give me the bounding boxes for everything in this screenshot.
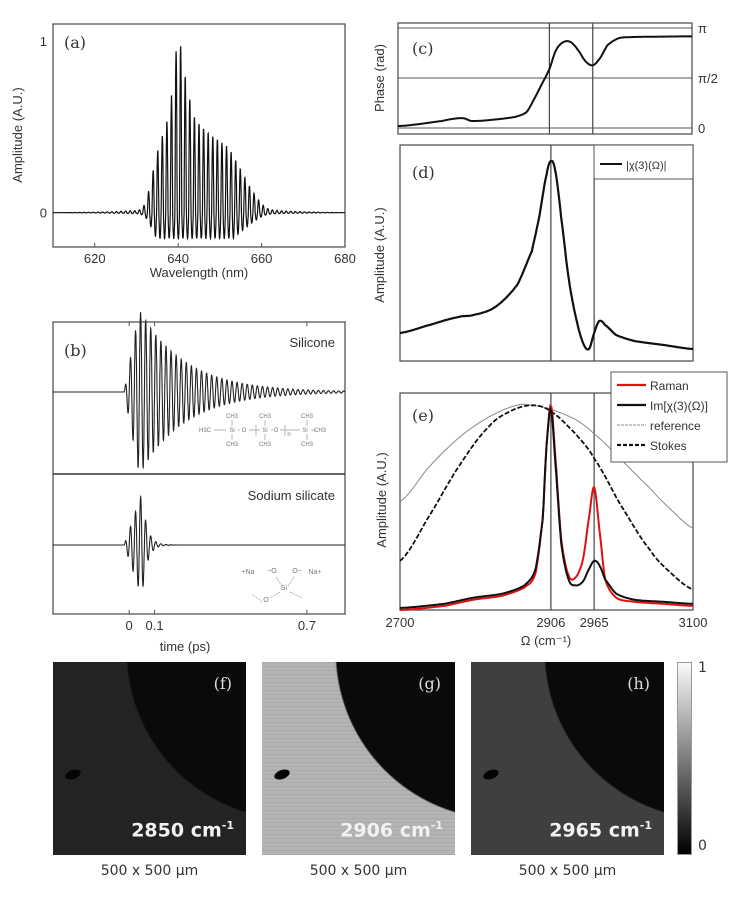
panel-c-frame [397,22,693,135]
silicone-structure-atom: Si [229,428,234,434]
panel-b-silicone-label: Silicone [289,335,335,350]
panel-e-letter: (e) [412,406,434,425]
silicone-structure-bonds [214,420,316,440]
panel-letter-h: (h) [627,674,650,693]
sodium-silicate-atom: −O [267,568,277,575]
panel-b-sodium-silicate-label: Sodium silicate [248,488,335,503]
panel-a-ytick-label: 1 [40,34,47,49]
panel-d-frame [399,144,694,362]
panel-a-xtick-label: 680 [334,251,356,266]
colorbar-max-label: 1 [698,660,707,676]
panel-d-ylabel: Amplitude (A.U.) [372,207,387,302]
sodium-silicate-atom: O− [292,568,302,575]
panel-b-signal-0 [53,312,346,470]
panel-d-letter: (d) [412,163,435,182]
panel-e-xtick-label: 2700 [386,615,415,630]
panel-a-xtick-label: 640 [167,251,189,266]
colorbar [677,662,692,855]
panel-a-spectrum-line [53,46,345,241]
panel-a-ytick-label: 0 [40,206,47,221]
wavenumber-label-h: 2965 cm-1 [549,818,652,841]
silicone-structure-atom: Si [302,428,307,434]
panel-e-series-stokes [399,404,694,591]
panel-e-legend-label: reference [650,419,701,433]
panel-a-frame [52,23,346,248]
silicone-structure-atom: n [287,432,290,438]
panel-e-legend-box [610,371,728,463]
panel-e-legend-label: Im[χ(3)(Ω)] [650,399,708,413]
silicone-structure-atom: CH3 [226,442,239,448]
scale-caption-g: 500 x 500 µm [309,863,408,879]
panel-b-xtick-label: 0.7 [298,618,316,633]
silicone-structure-atom: CH3 [301,442,314,448]
panel-b-signal-1 [53,494,345,588]
silicone-structure-atom: CH3 [259,442,272,448]
dark-inclusion-spot [63,767,83,782]
panel-d-legend-label: |χ(3)(Ω)| [626,160,666,172]
panel-a-xtick-label: 620 [84,251,106,266]
panel-a-letter: (a) [64,33,86,52]
silicone-structure-atom: O [274,428,279,434]
panel-b-xtick-label: 0.1 [146,618,164,633]
panel-letter-f: (f) [213,674,232,693]
sodium-silicate-structure: +Na −O O− Na+ Si O [241,568,321,604]
panel-e-series-im- [399,406,694,609]
panel-a-ylabel: Amplitude (A.U.) [10,87,25,182]
panel-e-legend-label: Raman [650,379,689,393]
scale-caption-h: 500 x 500 µm [518,863,617,879]
silicone-structure-atom: H3C [199,428,212,434]
panel-c-phase-line [398,35,692,127]
dark-inclusion-spot [481,767,501,782]
panel-b-letter: (b) [64,341,87,360]
panel-c-ytick-label: π [698,21,707,36]
panel-b-xlabel: time (ps) [160,639,211,654]
wavenumber-label-f: 2850 cm-1 [131,818,234,841]
silicone-structure-atom: O [242,428,247,434]
panel-e-legend-label: Stokes [650,439,687,453]
panel-letter-g: (g) [418,674,441,693]
panel-c-ytick-label: π/2 [698,71,718,86]
image-h-2965: (h) 2965 cm-1 [471,662,664,855]
panel-c-ytick-label: 0 [698,121,705,136]
silicone-structure-atom: CH3 [226,414,239,420]
dark-inclusion-spot [272,767,292,782]
sodium-silicate-bonds [251,576,303,603]
sodium-silicate-atom: Na+ [308,569,321,576]
scale-caption-f: 500 x 500 µm [100,863,199,879]
image-f-2850: (f) 2850 cm-1 [53,662,246,855]
colorbar-min-label: 0 [698,838,707,854]
silicone-structure-atom: CH3 [314,428,327,434]
panel-e-xtick-label: 3100 [679,615,708,630]
silicone-structure-atom: CH3 [259,414,272,420]
image-g-2906: (g) 2906 cm-1 [262,662,455,855]
silicone-structure-atom: CH3 [301,414,314,420]
panel-e-xlabel: Ω (cm⁻¹) [521,633,572,648]
panel-d-legend-box [593,144,694,180]
panel-d-chi-magnitude-line [399,159,694,351]
sodium-silicate-atom: Si [281,585,288,592]
wavenumber-label-g: 2906 cm-1 [340,818,443,841]
sodium-silicate-atom: O [263,597,269,604]
panel-b-xtick-label: 0 [126,618,133,633]
panel-e-xtick-label: 2906 [536,615,565,630]
panel-e-ylabel: Amplitude (A.U.) [374,452,389,547]
silicone-structure-atom: Si [262,428,267,434]
silicone-structure: CH3 CH3 CH3 H3C Si O Si On Si CH3 CH3 CH3 CH3 [199,414,327,448]
panel-a-xtick-label: 660 [251,251,273,266]
panel-e-xtick-label: 2965 [580,615,609,630]
panel-b-frame [52,321,346,615]
panel-c-ylabel: Phase (rad) [372,44,387,112]
panel-c-letter: (c) [412,39,433,58]
panel-a-xlabel: Wavelength (nm) [150,265,249,280]
sodium-silicate-atom: +Na [241,569,254,576]
